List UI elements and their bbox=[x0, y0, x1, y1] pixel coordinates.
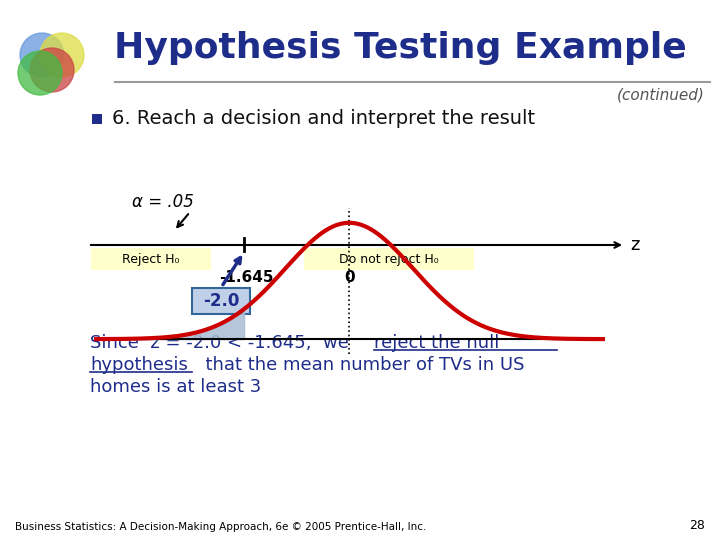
Text: 0: 0 bbox=[344, 271, 354, 286]
FancyBboxPatch shape bbox=[304, 248, 474, 270]
Text: Do not reject H₀: Do not reject H₀ bbox=[339, 253, 438, 266]
Circle shape bbox=[30, 48, 74, 92]
Text: Hypothesis Testing Example: Hypothesis Testing Example bbox=[114, 31, 686, 65]
Circle shape bbox=[20, 33, 64, 77]
Text: homes is at least 3: homes is at least 3 bbox=[90, 378, 261, 396]
Text: that the mean number of TVs in US: that the mean number of TVs in US bbox=[194, 356, 524, 374]
FancyBboxPatch shape bbox=[192, 288, 251, 314]
Text: Reject H₀: Reject H₀ bbox=[122, 253, 180, 266]
Circle shape bbox=[40, 33, 84, 77]
Text: α = .05: α = .05 bbox=[132, 193, 194, 211]
Text: -1.645: -1.645 bbox=[219, 271, 274, 286]
Text: Business Statistics: A Decision-Making Approach, 6e © 2005 Prentice-Hall, Inc.: Business Statistics: A Decision-Making A… bbox=[15, 522, 426, 532]
Circle shape bbox=[18, 51, 62, 95]
Text: hypothesis: hypothesis bbox=[90, 356, 188, 374]
Text: -2.0: -2.0 bbox=[203, 292, 240, 310]
Text: Since  z = -2.0 < -1.645,  we: Since z = -2.0 < -1.645, we bbox=[90, 334, 355, 352]
Text: 28: 28 bbox=[689, 519, 705, 532]
Text: z: z bbox=[630, 236, 639, 254]
Text: (continued): (continued) bbox=[617, 87, 705, 102]
FancyBboxPatch shape bbox=[92, 114, 102, 124]
Text: 6. Reach a decision and interpret the result: 6. Reach a decision and interpret the re… bbox=[112, 110, 535, 129]
FancyBboxPatch shape bbox=[91, 248, 211, 270]
Text: reject the null: reject the null bbox=[374, 334, 500, 352]
